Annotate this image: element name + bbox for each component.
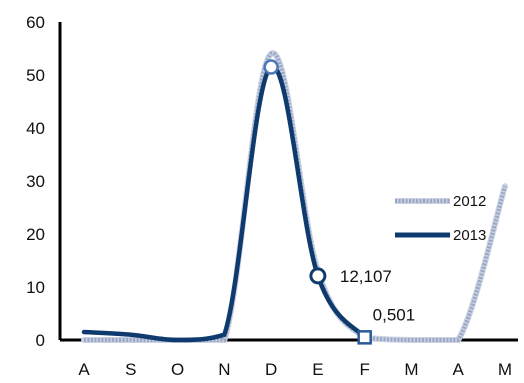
- series-2013: [81, 64, 367, 343]
- axes: [58, 22, 518, 342]
- y-tick-label: 60: [26, 13, 45, 32]
- data-marker-square: [357, 330, 372, 345]
- y-tick-label: 0: [36, 331, 45, 350]
- legend-label: 2013: [453, 227, 486, 244]
- series-2012-line-base: [81, 50, 508, 343]
- legend: 2012 2013: [395, 193, 486, 244]
- x-tick-label: M: [498, 360, 512, 379]
- y-tick-label: 50: [26, 66, 45, 85]
- y-axis-tick-labels: 0 10 20 30 40 50 60: [26, 13, 45, 350]
- data-label: 12,107: [340, 267, 392, 286]
- y-tick-label: 40: [26, 119, 45, 138]
- data-marker-circle: [309, 267, 327, 285]
- y-tick-label: 20: [26, 225, 45, 244]
- x-tick-label: F: [359, 360, 369, 379]
- annotations: 12,107 0,501: [263, 59, 416, 345]
- x-tick-label: D: [265, 360, 277, 379]
- series-2012: [81, 50, 508, 343]
- x-tick-label: M: [404, 360, 418, 379]
- series-2013-line: [81, 64, 367, 343]
- data-marker-circle: [263, 59, 279, 75]
- series-2012-line: [84, 51, 507, 342]
- x-tick-label: E: [312, 360, 323, 379]
- x-tick-label: S: [125, 360, 136, 379]
- x-tick-label: A: [453, 360, 465, 379]
- data-label: 0,501: [373, 305, 416, 324]
- y-tick-label: 30: [26, 172, 45, 191]
- x-tick-label: A: [78, 360, 90, 379]
- y-tick-label: 10: [26, 278, 45, 297]
- legend-label: 2012: [453, 193, 486, 210]
- x-tick-label: O: [171, 360, 184, 379]
- x-tick-label: N: [218, 360, 230, 379]
